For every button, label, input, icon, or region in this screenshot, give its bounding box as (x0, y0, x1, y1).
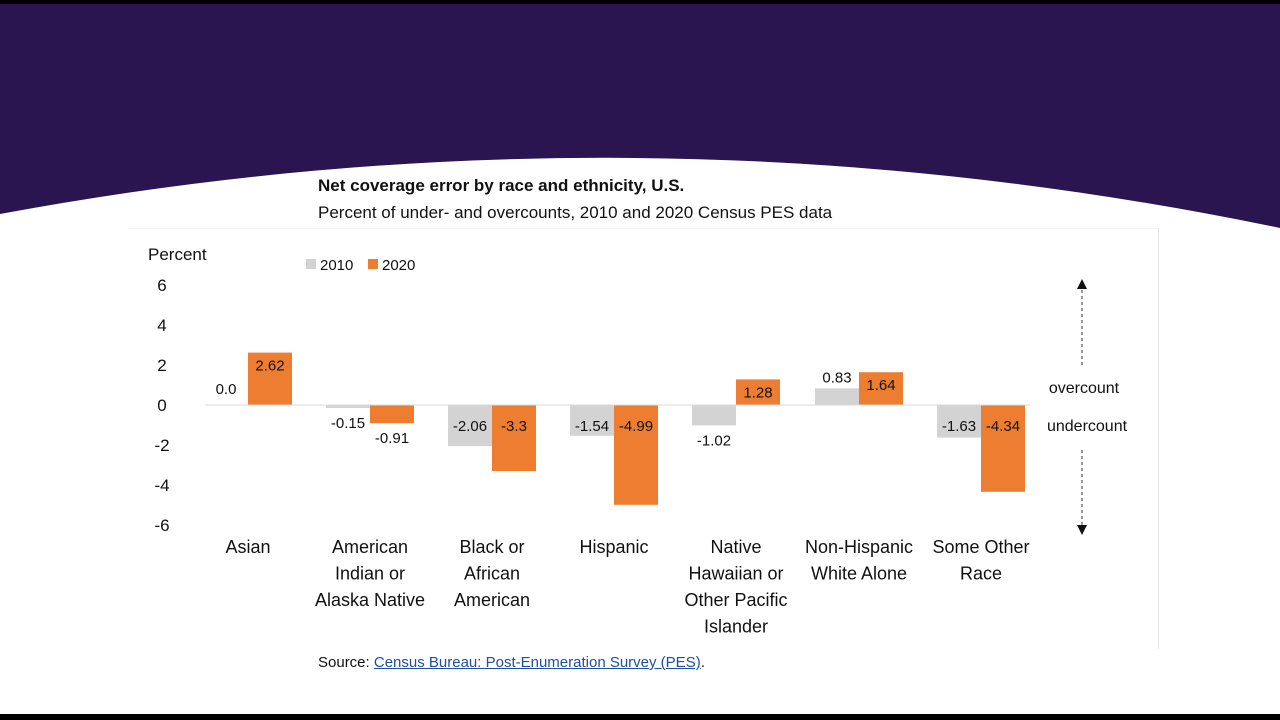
bar-2010-6 (937, 405, 981, 438)
bar-2020-0 (248, 352, 292, 405)
chart-title: Net coverage error by race and ethnicity… (318, 176, 685, 195)
category-label: Alaska Native (315, 590, 425, 610)
y-tick-label: -2 (154, 436, 169, 455)
y-tick-label: 4 (157, 316, 166, 335)
y-tick-label: 0 (157, 396, 166, 415)
undercount-annotation: undercount (1047, 418, 1128, 435)
header-band (0, 4, 1280, 228)
data-label-2020-3: -4.99 (619, 418, 653, 435)
bar-2020-3 (614, 405, 658, 505)
legend-label-2010: 2010 (320, 257, 353, 274)
data-label-2020-6: -4.34 (986, 418, 1020, 435)
chart-subtitle: Percent of under- and overcounts, 2010 a… (318, 203, 833, 222)
data-label-2020-1: -0.91 (375, 430, 409, 447)
category-label: African (464, 564, 520, 584)
category-label: Hawaiian or (688, 564, 783, 584)
bar-2020-6 (981, 405, 1025, 492)
bar-2010-2 (448, 405, 492, 447)
bar-2020-5 (859, 372, 903, 405)
bar-2020-1 (370, 405, 414, 424)
data-label-2010-5: 0.83 (822, 369, 851, 386)
y-tick-label: 6 (157, 276, 166, 295)
bar-2020-2 (492, 405, 536, 471)
data-label-2020-0: 2.62 (255, 358, 284, 375)
category-label: Islander (704, 617, 768, 637)
category-label: Other Pacific (684, 590, 787, 610)
bar-2020-4 (736, 379, 780, 405)
y-axis-label: Percent (148, 245, 207, 264)
category-label: Hispanic (579, 537, 648, 557)
legend-label-2020: 2020 (382, 257, 415, 274)
data-label-2010-4: -1.02 (697, 432, 731, 449)
bar-2010-1 (326, 405, 370, 408)
legend-swatch-2020 (368, 259, 378, 269)
y-tick-label: -6 (154, 516, 169, 535)
source-prefix: Source: (318, 654, 374, 671)
down-arrow-icon (1077, 525, 1087, 535)
bar-2010-3 (570, 405, 614, 436)
bar-2010-4 (692, 405, 736, 426)
category-label: Race (960, 564, 1002, 584)
category-label: Some Other (932, 537, 1029, 557)
data-label-2010-6: -1.63 (942, 418, 976, 435)
data-label-2010-3: -1.54 (575, 418, 609, 435)
top-frame-border (0, 0, 1280, 4)
legend-swatch-2010 (306, 259, 316, 269)
category-label: Non-Hispanic (805, 537, 913, 557)
data-label-2020-2: -3.3 (501, 418, 527, 435)
category-label: American (332, 537, 408, 557)
source-note: Source: Census Bureau: Post-Enumeration … (318, 654, 705, 671)
y-tick-label: -4 (154, 476, 169, 495)
y-tick-label: 2 (157, 356, 166, 375)
data-label-2020-5: 1.64 (866, 377, 895, 394)
data-label-2010-0: 0.0 (216, 381, 237, 398)
overcount-annotation: overcount (1049, 380, 1120, 397)
up-arrow-icon (1077, 279, 1087, 289)
chart-panel (130, 228, 1159, 649)
category-label: American (454, 590, 530, 610)
source-link[interactable]: Census Bureau: Post-Enumeration Survey (… (373, 654, 701, 671)
data-label-2010-2: -2.06 (453, 418, 487, 435)
category-label: Indian or (335, 564, 405, 584)
bar-2010-5 (815, 388, 859, 405)
category-label: Native (710, 537, 761, 557)
category-label: Black or (459, 537, 524, 557)
category-label: Asian (225, 537, 270, 557)
source-suffix: . (700, 654, 705, 671)
category-label: White Alone (811, 564, 907, 584)
data-label-2020-4: 1.28 (743, 384, 772, 401)
data-label-2010-1: -0.15 (331, 415, 365, 432)
bottom-frame-border (0, 714, 1280, 720)
